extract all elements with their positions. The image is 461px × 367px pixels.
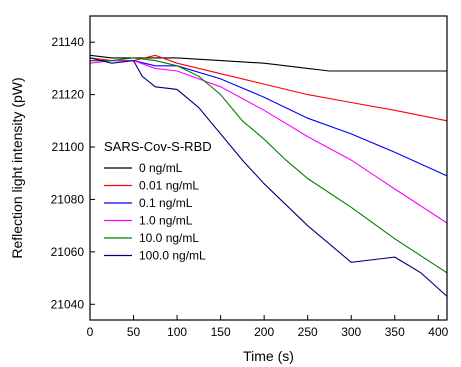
series-line-3 (89, 60, 448, 224)
x-axis: 0 50 100 150 200 250 300 350 400 (87, 315, 449, 339)
x-tick-label: 250 (298, 325, 318, 339)
legend-label: 100.0 ng/mL (139, 249, 206, 263)
x-tick-label: 50 (127, 325, 141, 339)
legend-label: 0.1 ng/mL (139, 196, 193, 210)
legend-label: 1.0 ng/mL (139, 214, 193, 228)
x-tick-label: 0 (87, 325, 94, 339)
y-tick-label: 21040 (51, 297, 85, 311)
y-axis: 21040 21060 21080 21100 21120 21140 (51, 35, 95, 311)
x-tick-label: 300 (341, 325, 361, 339)
legend-label: 0 ng/mL (139, 161, 183, 175)
y-tick-label: 21060 (51, 245, 85, 259)
legend-label: 0.01 ng/mL (139, 179, 199, 193)
plot-frame (89, 15, 448, 321)
x-tick-label: 100 (167, 325, 187, 339)
x-tick-label: 400 (428, 325, 448, 339)
x-axis-title: Time (s) (243, 348, 294, 364)
series-line-1 (89, 54, 448, 122)
series-line-5 (89, 57, 448, 297)
y-tick-label: 21140 (52, 35, 85, 49)
y-tick-label: 21100 (52, 140, 85, 154)
legend-title: SARS-Cov-S-RBD (104, 139, 212, 154)
series-line-4 (90, 57, 448, 274)
legend-label: 10.0 ng/mL (139, 231, 199, 245)
y-tick-label: 21080 (51, 192, 85, 206)
y-axis-title: Reflection light intensity (pW) (9, 77, 25, 258)
x-tick-label: 350 (385, 325, 405, 339)
legend: SARS-Cov-S-RBD 0 ng/mL 0.01 ng/mL 0.1 ng/m… (104, 139, 212, 263)
x-tick-label: 150 (211, 325, 231, 339)
x-tick-label: 200 (254, 325, 274, 339)
y-tick-label: 21120 (52, 88, 85, 102)
series-lines (89, 54, 448, 297)
plot-area (89, 15, 448, 321)
